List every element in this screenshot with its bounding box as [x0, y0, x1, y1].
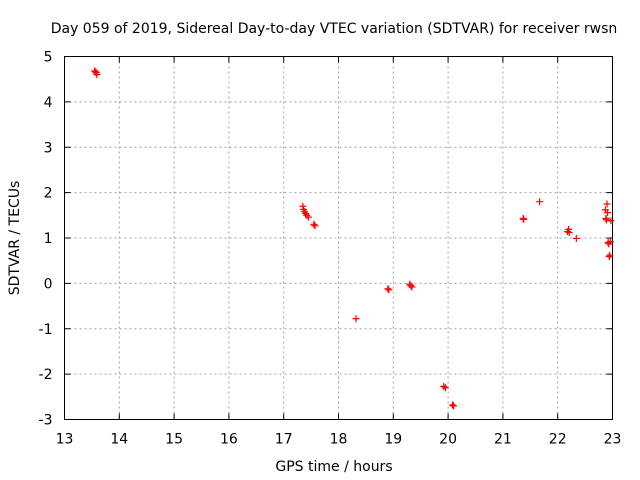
- grid-lines: [64, 56, 613, 420]
- data-point-plus: [603, 200, 611, 208]
- data-point-plus: [407, 282, 415, 290]
- y-tick-label: -3: [39, 413, 53, 429]
- y-tick-label: 3: [44, 140, 53, 156]
- data-point-plus: [565, 229, 573, 237]
- y-tick-label: -2: [39, 367, 53, 383]
- y-tick-label: -1: [39, 322, 53, 338]
- data-point-plus: [520, 215, 528, 223]
- data-point-plus: [310, 220, 318, 228]
- x-axis-label: GPS time / hours: [275, 459, 392, 475]
- y-tick-label: 1: [44, 231, 53, 247]
- data-point-plus: [448, 401, 456, 409]
- y-tick-label: 4: [44, 95, 53, 111]
- x-tick-label: 23: [604, 432, 622, 448]
- x-tick-label: 14: [110, 432, 128, 448]
- data-points: [91, 67, 615, 410]
- data-point-plus: [384, 285, 392, 293]
- x-tick-label: 20: [439, 432, 457, 448]
- data-point-plus: [440, 382, 448, 390]
- y-axis-label: SDTVAR / TECUs: [7, 181, 23, 296]
- x-tick-label: 22: [549, 432, 567, 448]
- data-point-plus: [602, 216, 610, 224]
- y-tick-label: 5: [44, 50, 53, 66]
- data-point-plus: [441, 384, 449, 392]
- data-point-plus: [607, 217, 615, 225]
- y-tick-label: 0: [44, 276, 53, 292]
- chart-title: Day 059 of 2019, Sidereal Day-to-day VTE…: [51, 21, 618, 37]
- data-point-plus: [604, 209, 612, 217]
- x-tick-label: 16: [220, 432, 238, 448]
- data-point-plus: [606, 238, 614, 246]
- x-tick-label: 18: [330, 432, 348, 448]
- x-tick-label: 17: [275, 432, 293, 448]
- data-point-plus: [304, 213, 312, 221]
- x-tick-label: 13: [56, 432, 74, 448]
- data-point-plus: [352, 315, 360, 323]
- data-point-plus: [536, 198, 544, 206]
- data-point-plus: [408, 283, 416, 291]
- data-point-plus: [572, 234, 580, 242]
- axis-ticks: [64, 56, 613, 420]
- y-axis-tick-labels: -3 -2 -1 0 1 2 3 4 5: [39, 50, 53, 429]
- data-point-plus: [93, 71, 101, 79]
- data-point-plus: [385, 286, 393, 294]
- y-tick-label: 2: [44, 186, 53, 202]
- x-tick-label: 15: [165, 432, 183, 448]
- x-axis-tick-labels: 13 14 15 16 17 18 19 20 21 22 23: [56, 432, 622, 448]
- data-point-plus: [311, 222, 319, 230]
- x-tick-label: 21: [494, 432, 512, 448]
- data-point-plus: [450, 402, 458, 410]
- x-tick-label: 19: [384, 432, 402, 448]
- data-point-plus: [606, 251, 614, 259]
